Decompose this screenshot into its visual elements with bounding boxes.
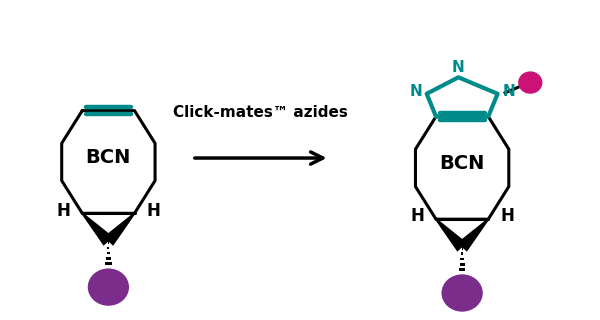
- Polygon shape: [107, 252, 110, 254]
- Polygon shape: [105, 262, 112, 265]
- Polygon shape: [82, 212, 113, 246]
- Polygon shape: [457, 219, 489, 252]
- Text: N: N: [452, 60, 465, 76]
- Text: H: H: [500, 207, 514, 225]
- Polygon shape: [462, 247, 463, 250]
- Text: N: N: [410, 84, 423, 100]
- Polygon shape: [107, 246, 109, 249]
- Ellipse shape: [442, 274, 483, 312]
- Polygon shape: [459, 268, 465, 271]
- Polygon shape: [108, 241, 109, 244]
- Text: BCN: BCN: [439, 154, 485, 173]
- Text: Click-mates™ azides: Click-mates™ azides: [173, 105, 348, 120]
- Text: H: H: [146, 202, 160, 220]
- Text: H: H: [410, 207, 424, 225]
- Ellipse shape: [88, 268, 129, 306]
- Text: H: H: [56, 202, 71, 220]
- Polygon shape: [106, 257, 111, 260]
- Text: N: N: [502, 84, 515, 100]
- Polygon shape: [435, 219, 467, 252]
- Text: BCN: BCN: [86, 148, 131, 167]
- Polygon shape: [104, 212, 135, 246]
- Polygon shape: [460, 258, 464, 260]
- Ellipse shape: [518, 71, 542, 94]
- Polygon shape: [461, 252, 463, 255]
- Polygon shape: [460, 263, 464, 266]
